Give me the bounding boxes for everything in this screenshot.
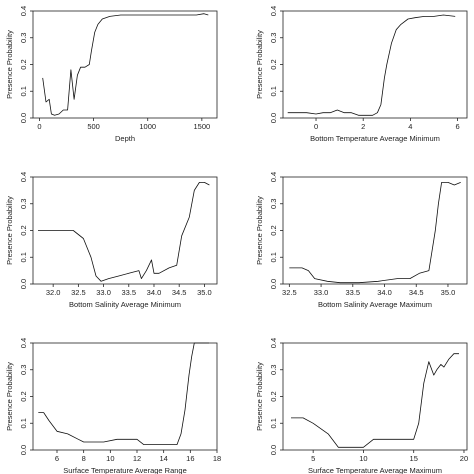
x-axis-label: Surface Temperature Average Maximum <box>308 466 442 474</box>
plot-frame <box>282 10 468 119</box>
chart-panel-6: 5 10 15 20 0.0 0.1 0.2 0.3 0.4 Surface Temperatur… <box>255 338 468 474</box>
y-tick-label: 0.2 <box>269 225 278 235</box>
y-tick-label: 0.4 <box>19 6 28 16</box>
y-tick-label: 0.0 <box>269 113 278 123</box>
y-tick-label: 0.1 <box>269 418 278 428</box>
x-tick-label: 12 <box>133 454 141 463</box>
y-tick-label: 0.1 <box>19 86 28 96</box>
x-tick-label: 32.5 <box>71 288 86 297</box>
x-axis-label: Depth <box>115 134 135 143</box>
x-tick-label: 35.0 <box>441 288 456 297</box>
x-tick-label: 33.5 <box>121 288 136 297</box>
y-axis-label: Presence Probability <box>5 362 14 431</box>
y-tick-label: 0.0 <box>19 279 28 289</box>
x-tick-label: 16 <box>186 454 194 463</box>
x-axis-label: Bottom Temperature Average Minimum <box>310 134 440 143</box>
x-tick-label: 10 <box>106 454 114 463</box>
x-axis-label: Bottom Salinity Average Maximum <box>318 300 432 309</box>
x-axis-label: Bottom Salinity Average Minimum <box>69 300 181 309</box>
y-tick-label: 0.3 <box>269 365 278 375</box>
x-tick-label: 1500 <box>194 122 211 131</box>
y-tick-label: 0.4 <box>19 172 28 182</box>
y-tick-label: 0.3 <box>19 33 28 43</box>
y-tick-label: 0.4 <box>19 338 28 348</box>
y-tick-label: 0.3 <box>19 365 28 375</box>
x-tick-label: 500 <box>87 122 100 131</box>
y-tick-label: 0.2 <box>19 225 28 235</box>
chart-panel-1: 0 500 1000 1500 0.0 0.1 0.2 0.3 0.4 Depth Presence… <box>5 6 218 143</box>
x-tick-label: 34.0 <box>147 288 162 297</box>
y-tick-label: 0.3 <box>269 199 278 209</box>
x-tick-label: 18 <box>213 454 221 463</box>
x-tick-label: 8 <box>82 454 86 463</box>
x-tick-label: 34.5 <box>409 288 424 297</box>
y-tick-label: 0.0 <box>19 113 28 123</box>
x-axis-label: Surface Temperature Average Range <box>63 466 187 474</box>
x-tick-label: 32.0 <box>46 288 61 297</box>
x-tick-label: 34.0 <box>377 288 392 297</box>
x-tick-label: 15 <box>410 454 418 463</box>
y-tick-label: 0.4 <box>269 172 278 182</box>
y-tick-label: 0.0 <box>269 279 278 289</box>
y-tick-label: 0.1 <box>19 252 28 262</box>
x-tick-label: 2 <box>361 122 365 131</box>
y-tick-label: 0.0 <box>19 445 28 455</box>
x-tick-label: 10 <box>359 454 367 463</box>
x-tick-label: 35.0 <box>197 288 212 297</box>
y-axis-label: Presence Probability <box>255 30 264 99</box>
x-tick-label: 6 <box>55 454 59 463</box>
x-tick-label: 33.0 <box>96 288 111 297</box>
x-tick-label: 4 <box>408 122 412 131</box>
chart-panel-5: 6 8 10 12 14 16 18 0.0 0.1 0.2 0.3 0.4 Surface Tempe… <box>5 338 221 474</box>
plot-frame <box>32 342 218 451</box>
y-tick-label: 0.1 <box>19 418 28 428</box>
y-tick-label: 0.3 <box>19 199 28 209</box>
y-tick-label: 0.2 <box>19 391 28 401</box>
y-axis-label: Presence Probability <box>5 30 14 99</box>
x-tick-label: 5 <box>311 454 315 463</box>
x-tick-label: 20 <box>460 454 468 463</box>
y-tick-label: 0.1 <box>269 86 278 96</box>
series-line <box>291 353 459 448</box>
y-tick-label: 0.4 <box>269 338 278 348</box>
y-tick-label: 0.0 <box>269 445 278 455</box>
x-tick-label: 1000 <box>139 122 156 131</box>
y-axis-label: Presence Probability <box>255 362 264 431</box>
series-line <box>287 14 456 116</box>
y-tick-label: 0.3 <box>269 33 278 43</box>
series-line <box>38 342 209 446</box>
plot-frame <box>282 176 468 285</box>
y-tick-label: 0.2 <box>269 59 278 69</box>
series-line <box>38 181 210 282</box>
plot-frame <box>32 10 218 119</box>
chart-panel-3: 32.0 32.5 33.0 33.5 34.0 34.5 35.0 0.0 0.1 0.2 0.3… <box>5 172 218 309</box>
plot-frame <box>282 342 468 451</box>
y-axis-label: Presence Probability <box>5 196 14 265</box>
x-tick-label: 0 <box>37 122 41 131</box>
y-tick-label: 0.2 <box>269 391 278 401</box>
x-tick-label: 32.5 <box>282 288 297 297</box>
chart-panel-2: 0 2 4 6 0.0 0.1 0.2 0.3 0.4 Bottom Temperature Av… <box>255 6 468 143</box>
x-tick-label: 33.0 <box>314 288 329 297</box>
x-tick-label: 0 <box>314 122 318 131</box>
chart-panel-4: 32.5 33.0 33.5 34.0 34.5 35.0 0.0 0.1 0.2 0.3 0.4 B… <box>255 172 468 309</box>
y-axis-label: Presence Probability <box>255 196 264 265</box>
series-line <box>42 13 209 116</box>
y-tick-label: 0.2 <box>19 59 28 69</box>
x-tick-label: 34.5 <box>172 288 187 297</box>
y-tick-label: 0.4 <box>269 6 278 16</box>
y-tick-label: 0.1 <box>269 252 278 262</box>
x-tick-label: 14 <box>159 454 167 463</box>
series-line <box>289 181 461 284</box>
x-tick-label: 6 <box>455 122 459 131</box>
x-tick-label: 33.5 <box>345 288 360 297</box>
